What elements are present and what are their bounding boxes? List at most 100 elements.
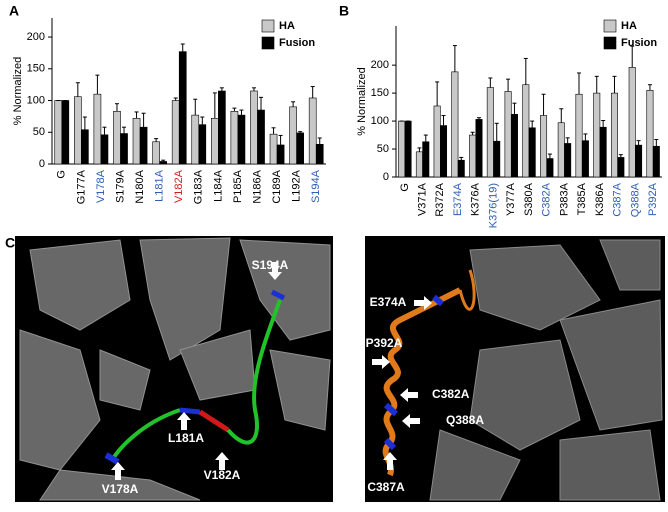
bar <box>171 100 180 165</box>
error-bar <box>441 114 446 126</box>
x-tick-label: Y377A <box>505 182 517 216</box>
bar <box>74 96 82 165</box>
bar <box>599 126 607 178</box>
error-bar <box>541 93 546 116</box>
error-bar <box>435 81 440 106</box>
y-tick-label: 200 <box>27 31 45 43</box>
x-tick-label: S194A <box>310 169 322 203</box>
error-bar <box>618 154 623 158</box>
bar <box>81 129 89 165</box>
arrow <box>414 296 432 310</box>
bar <box>218 90 226 165</box>
error-bar <box>271 127 276 135</box>
y-tick-label: 0 <box>39 158 45 170</box>
bar <box>635 144 643 178</box>
structure-c <box>15 236 333 502</box>
y-axis-label: % Normalized <box>356 67 368 135</box>
error-bar <box>512 102 517 115</box>
bar <box>93 93 102 165</box>
y-tick-label: 150 <box>27 63 45 75</box>
residue-label: C387A <box>367 480 405 494</box>
error-bar <box>647 84 652 91</box>
error-bar <box>317 137 322 145</box>
y-tick-label: 0 <box>383 171 389 183</box>
y-tick-label: 50 <box>33 126 45 138</box>
error-bar <box>423 134 428 142</box>
y-tick-label: 100 <box>371 115 389 127</box>
x-tick-label: G183A <box>193 169 205 204</box>
x-tick-label: L192A <box>291 169 303 201</box>
y-axis-label: % Normalized <box>12 57 24 125</box>
arrow <box>111 462 125 480</box>
arrow <box>215 452 229 470</box>
error-bar <box>298 131 303 133</box>
error-bar <box>470 131 475 136</box>
bar <box>250 90 258 165</box>
x-tick-label: R372A <box>434 182 446 216</box>
error-bar <box>200 116 205 125</box>
bar <box>469 134 477 178</box>
error-bar <box>523 57 528 85</box>
x-tick-label: V178A <box>95 169 107 203</box>
error-bar <box>154 138 159 142</box>
bar <box>296 132 304 165</box>
x-tick-label: L181A <box>154 169 166 201</box>
error-bar <box>193 98 198 116</box>
legend-label: HA <box>621 20 637 32</box>
bar <box>191 114 200 165</box>
bar <box>433 105 441 178</box>
residue-label: P392A <box>366 336 403 350</box>
bar <box>575 93 583 178</box>
error-bar <box>565 137 570 144</box>
error-bar <box>232 107 237 112</box>
bar <box>486 87 494 178</box>
error-bar <box>239 109 244 116</box>
x-tick-label: G177A <box>75 169 87 204</box>
bar <box>178 51 187 165</box>
error-bar <box>612 75 617 94</box>
error-bar <box>452 45 457 72</box>
bar <box>198 124 207 165</box>
error-bar <box>594 75 599 94</box>
arrow <box>400 388 418 402</box>
legend-label: Fusion <box>279 37 315 49</box>
arrow <box>372 355 390 369</box>
arrow <box>402 414 420 428</box>
residue-label: C382A <box>432 387 470 401</box>
error-bar <box>212 92 217 119</box>
bar <box>404 120 412 178</box>
bar <box>159 161 167 165</box>
bar <box>269 133 278 165</box>
x-tick-label: E374A <box>452 182 464 216</box>
x-tick-label: V182A <box>173 169 185 203</box>
error-bar <box>134 111 139 119</box>
residue-label: E374A <box>370 295 407 309</box>
error-bar <box>636 140 641 146</box>
bar <box>422 141 430 178</box>
x-tick-label: G <box>56 170 68 179</box>
legend-swatch <box>261 36 275 50</box>
error-bar <box>259 96 264 111</box>
bar <box>451 71 459 178</box>
x-tick-label: C387A <box>612 182 624 216</box>
bar <box>113 111 121 165</box>
error-bar <box>161 159 166 162</box>
error-bar <box>630 45 635 68</box>
x-tick-label: K386A <box>594 182 606 216</box>
x-tick-label: P185A <box>232 169 244 203</box>
error-bar <box>506 78 511 92</box>
error-bar <box>251 87 256 91</box>
error-bar <box>291 101 296 107</box>
error-bar <box>559 108 564 123</box>
error-bar <box>417 147 422 152</box>
bar <box>308 97 317 165</box>
bar <box>617 157 625 178</box>
bar <box>628 67 636 178</box>
error-bar <box>547 153 552 159</box>
x-tick-label: C382A <box>541 182 553 216</box>
y-tick-label: 100 <box>27 94 45 106</box>
bar <box>315 144 324 165</box>
bar <box>646 90 654 178</box>
legend-label: HA <box>279 20 295 32</box>
